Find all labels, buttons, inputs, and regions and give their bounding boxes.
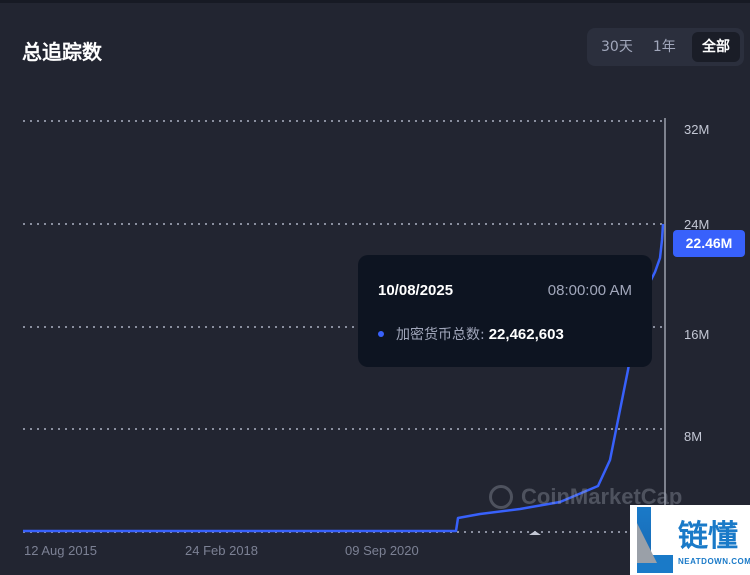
tooltip-date: 10/08/2025 xyxy=(378,282,454,299)
y-tick-16m: 16M xyxy=(684,327,710,342)
time-range-selector: 30天 1年 全部 xyxy=(587,28,744,66)
series-dot-icon xyxy=(378,331,384,337)
chart-tooltip: 10/08/2025 08:00:00 AM 加密货币总数: 22,462,60… xyxy=(358,255,652,367)
y-tick-32m: 32M xyxy=(684,122,710,137)
range-1y-button[interactable]: 1年 xyxy=(652,39,676,55)
tooltip-time: 08:00:00 AM xyxy=(547,282,632,299)
neatdown-logo-shade xyxy=(637,523,657,563)
x-tick-2015: 12 Aug 2015 xyxy=(24,543,98,558)
coinmarketcap-logo-icon xyxy=(489,485,513,509)
x-tick-2018: 24 Feb 2018 xyxy=(185,543,259,558)
tooltip-series-row: 加密货币总数: 22,462,603 xyxy=(378,324,564,344)
y-tick-24m: 24M xyxy=(684,217,710,232)
series-line xyxy=(23,223,665,533)
x-tick-2020: 09 Sep 2020 xyxy=(345,543,419,558)
axis-caret-icon xyxy=(529,531,541,535)
range-30d-button[interactable]: 30天 xyxy=(601,39,633,55)
tooltip-series-value: 22,462,603 xyxy=(488,325,564,343)
neatdown-en-text: NEATDOWN.COM xyxy=(678,557,750,566)
coinmarketcap-watermark: CoinMarketCap xyxy=(489,484,682,510)
neatdown-cn-text: 链懂 xyxy=(678,519,738,554)
current-value-badge: 22.46M xyxy=(673,230,745,257)
y-tick-8m: 8M xyxy=(684,429,703,444)
range-all-button[interactable]: 全部 xyxy=(692,32,740,62)
tooltip-series-label: 加密货币总数: xyxy=(396,327,485,343)
chart-title: 总追踪数 xyxy=(22,40,102,64)
neatdown-logo-overlay: 链懂 NEATDOWN.COM xyxy=(630,505,750,575)
top-border xyxy=(0,0,750,3)
